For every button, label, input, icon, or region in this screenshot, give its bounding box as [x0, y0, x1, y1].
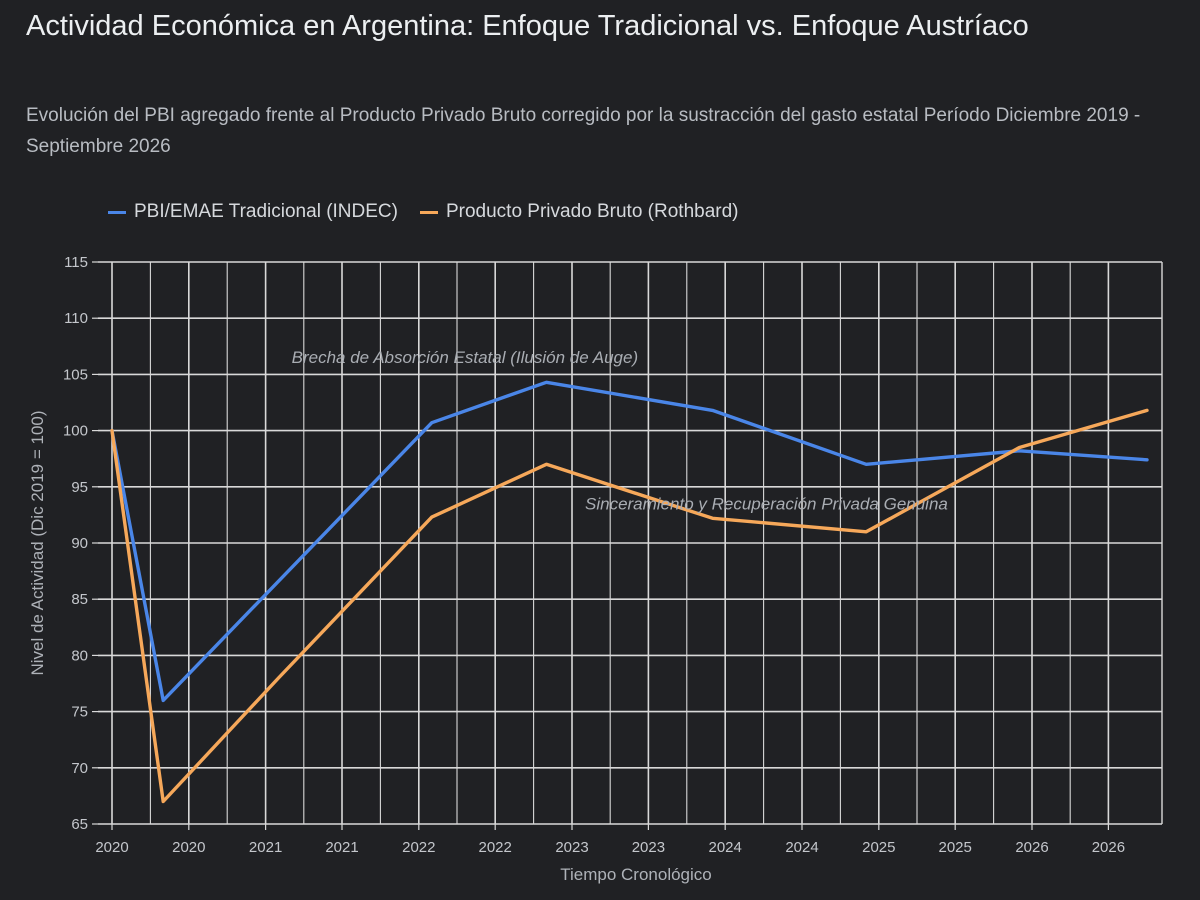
x-axis-title: Tiempo Cronológico	[560, 865, 712, 884]
y-tick-label: 110	[64, 310, 88, 327]
y-tick-label: 75	[71, 704, 88, 721]
y-tick-label: 95	[71, 479, 88, 496]
x-tick-label: 2022	[402, 839, 435, 856]
legend-item-traditional[interactable]: PBI/EMAE Tradicional (INDEC)	[108, 201, 398, 223]
x-tick-label: 2020	[95, 839, 128, 856]
x-tick-label: 2022	[479, 839, 512, 856]
legend-item-rothbard[interactable]: Producto Privado Bruto (Rothbard)	[419, 201, 739, 223]
x-tick-label: 2025	[862, 839, 895, 856]
legend-swatch-traditional	[108, 210, 126, 214]
y-tick-label: 105	[63, 366, 88, 383]
y-axis-title: Nivel de Actividad (Dic 2019 = 100)	[28, 410, 47, 675]
y-tick-label: 65	[71, 816, 88, 833]
x-tick-label: 2023	[555, 839, 588, 856]
x-tick-label: 2026	[1015, 839, 1048, 856]
x-tick-label: 2021	[249, 839, 282, 856]
annotations: Brecha de Absorción Estatal (Ilusión de …	[292, 348, 948, 513]
y-tick-label: 70	[71, 760, 88, 777]
y-tick-label: 80	[71, 647, 88, 664]
x-tick-label: 2021	[325, 839, 358, 856]
series-line-traditional	[110, 380, 1149, 703]
x-tick-label: 2025	[939, 839, 972, 856]
x-tick-label: 2020	[172, 839, 205, 856]
series-lines	[110, 380, 1149, 804]
legend-swatch-rothbard	[419, 210, 438, 214]
annotation-label: Brecha de Absorción Estatal (Ilusión de …	[292, 348, 638, 367]
chart-legend: PBI/EMAE Tradicional (INDEC) Producto Pr…	[108, 198, 739, 226]
chart-subtitle: Evolución del PBI agregado frente al Pro…	[26, 105, 1141, 157]
grid	[98, 261, 1163, 825]
y-tick-label: 85	[71, 591, 88, 608]
legend-label-rothbard: Producto Privado Bruto (Rothbard)	[445, 201, 739, 222]
series-line-rothbard	[110, 408, 1149, 804]
y-tick-label: 90	[71, 535, 88, 552]
x-tick-label: 2024	[785, 839, 818, 856]
annotation-label: Sinceramiento y Recuperación Privada Gen…	[585, 494, 948, 513]
x-tick-label: 2026	[1092, 839, 1125, 856]
x-tick-label: 2024	[709, 839, 742, 856]
legend-label-traditional: PBI/EMAE Tradicional (INDEC)	[134, 201, 398, 222]
y-tick-label: 100	[63, 423, 88, 440]
x-tick-label: 2023	[632, 839, 665, 856]
y-tick-label: 115	[64, 254, 88, 271]
chart-title: Actividad Económica en Argentina: Enfoqu…	[26, 10, 1029, 42]
axes: 65 70 75 80 85 90 95 100 105 110 115 2020 2020 2021 20…	[28, 254, 1125, 884]
